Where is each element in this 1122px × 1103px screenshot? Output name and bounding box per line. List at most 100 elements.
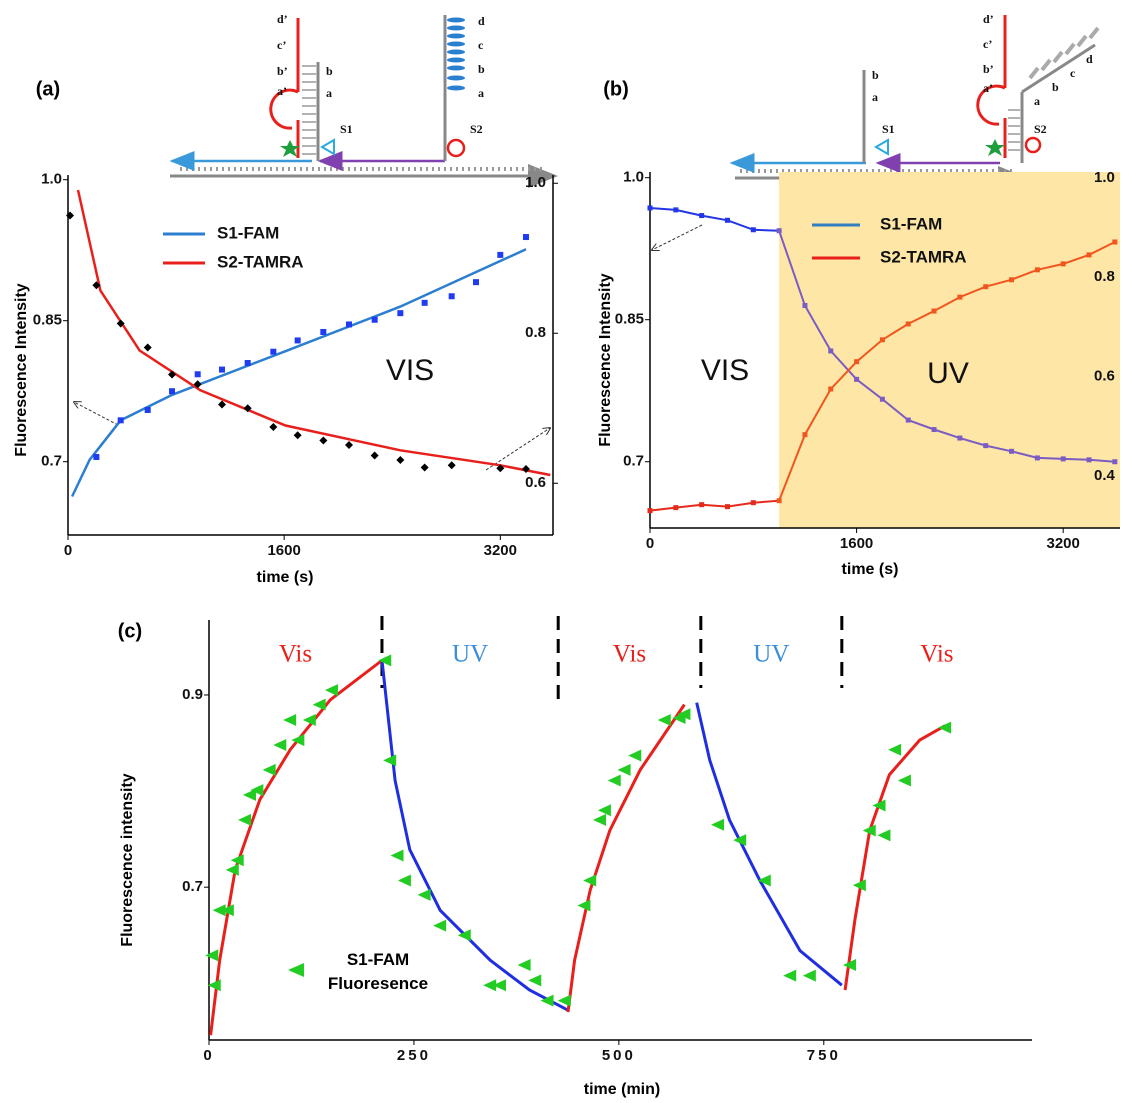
data-point xyxy=(273,738,287,751)
data-point xyxy=(370,451,379,460)
data-point xyxy=(699,213,705,219)
y-tick-label: 0.85 xyxy=(615,311,644,328)
data-point xyxy=(852,879,866,892)
data-point xyxy=(92,281,101,290)
legend-marker xyxy=(288,963,304,977)
data-point xyxy=(617,763,631,776)
phase-label: Vis xyxy=(920,641,953,668)
phase-label: UV xyxy=(753,641,789,668)
data-point xyxy=(1034,267,1040,273)
data-point xyxy=(673,207,679,213)
data-point xyxy=(647,508,653,514)
data-point xyxy=(699,502,705,508)
data-point xyxy=(897,774,911,787)
strand-label: b’ xyxy=(277,64,288,78)
data-point xyxy=(802,432,808,438)
data-point xyxy=(117,417,124,424)
x-tick-label: 0 xyxy=(64,542,72,559)
strand-label: a’ xyxy=(983,81,993,95)
data-point xyxy=(750,227,756,233)
uv-region xyxy=(779,172,1120,528)
data-point xyxy=(143,343,152,352)
data-point xyxy=(497,251,504,258)
schematic-a: d’ c’ b’ a’ b a S1 d c b a S2 xyxy=(169,12,558,188)
data-point xyxy=(750,500,756,506)
panel-label: (a) xyxy=(36,78,60,100)
data-point xyxy=(457,929,471,942)
data-point xyxy=(854,376,860,382)
legend-label: S1-FAM xyxy=(217,223,279,242)
data-point xyxy=(193,380,202,389)
data-point xyxy=(378,654,392,667)
data-point xyxy=(1086,252,1092,258)
strand-label: d’ xyxy=(983,12,994,26)
annotation: VIS xyxy=(701,354,749,387)
data-point xyxy=(1034,455,1040,461)
data-point xyxy=(283,713,297,726)
data-point xyxy=(862,824,876,837)
data-point xyxy=(957,294,963,300)
data-point xyxy=(345,441,354,449)
y2-tick-label: 0.4 xyxy=(1094,467,1116,484)
y-axis-title: Fluorescence intensity xyxy=(119,773,136,946)
data-point xyxy=(657,713,671,726)
data-point xyxy=(448,293,455,300)
legend-label: S1-FAM Fluoresence xyxy=(327,950,429,993)
strand-label: d xyxy=(478,14,485,28)
data-point xyxy=(493,979,507,992)
data-point xyxy=(724,504,730,510)
data-point xyxy=(888,743,902,756)
data-point xyxy=(938,721,952,734)
data-point xyxy=(243,404,252,413)
fit-line xyxy=(695,702,843,987)
fit-line xyxy=(566,703,686,1013)
strand-label: b xyxy=(1052,80,1059,94)
schematic-b: b a S1 d’ c’ b’ a’ a b c d S2 xyxy=(729,12,1100,190)
data-point xyxy=(1009,277,1015,283)
strand-label: b xyxy=(326,64,333,78)
data-point xyxy=(521,465,530,473)
data-point xyxy=(733,834,747,847)
data-point xyxy=(957,435,963,441)
y-tick-label: 0.7 xyxy=(41,453,62,470)
legend-label: S2-TAMRA xyxy=(880,247,967,266)
data-point xyxy=(205,949,219,962)
data-point xyxy=(144,406,151,413)
x-tick-label: 250 xyxy=(397,1047,431,1064)
data-point xyxy=(421,299,428,306)
data-point xyxy=(1060,456,1066,462)
strand-label: S1 xyxy=(882,122,895,136)
data-point xyxy=(776,228,782,234)
x-tick-label: 3200 xyxy=(1046,535,1079,552)
x-tick-label: 750 xyxy=(807,1047,841,1064)
x-tick-label: 0 xyxy=(646,535,654,552)
x-tick-label: 3200 xyxy=(484,542,517,559)
data-point xyxy=(93,453,100,460)
data-point xyxy=(218,400,227,409)
data-point xyxy=(557,994,571,1007)
data-point xyxy=(597,804,611,817)
data-point xyxy=(238,813,252,826)
x-tick-label: 0 xyxy=(203,1047,214,1064)
y2-tick-label: 1.0 xyxy=(1094,169,1115,186)
data-point xyxy=(711,818,725,831)
phase-label: Vis xyxy=(279,641,312,668)
data-point xyxy=(269,423,278,431)
data-point xyxy=(220,904,234,917)
y-tick-label: 0.7 xyxy=(182,878,203,895)
data-point xyxy=(417,888,431,901)
strand-label: a xyxy=(478,86,484,100)
data-point xyxy=(776,498,782,504)
data-point xyxy=(420,463,429,472)
strand-label: a xyxy=(326,86,332,100)
data-point xyxy=(293,431,302,440)
fit-line xyxy=(209,659,383,1036)
y-axis-title: Fluorescence Intensity xyxy=(597,273,614,446)
strand-label: S1 xyxy=(340,122,353,136)
data-point xyxy=(879,396,885,402)
data-point xyxy=(66,211,75,220)
data-point xyxy=(169,388,176,395)
data-point xyxy=(877,829,891,842)
strand-label: a xyxy=(872,90,878,104)
data-point xyxy=(783,969,797,982)
